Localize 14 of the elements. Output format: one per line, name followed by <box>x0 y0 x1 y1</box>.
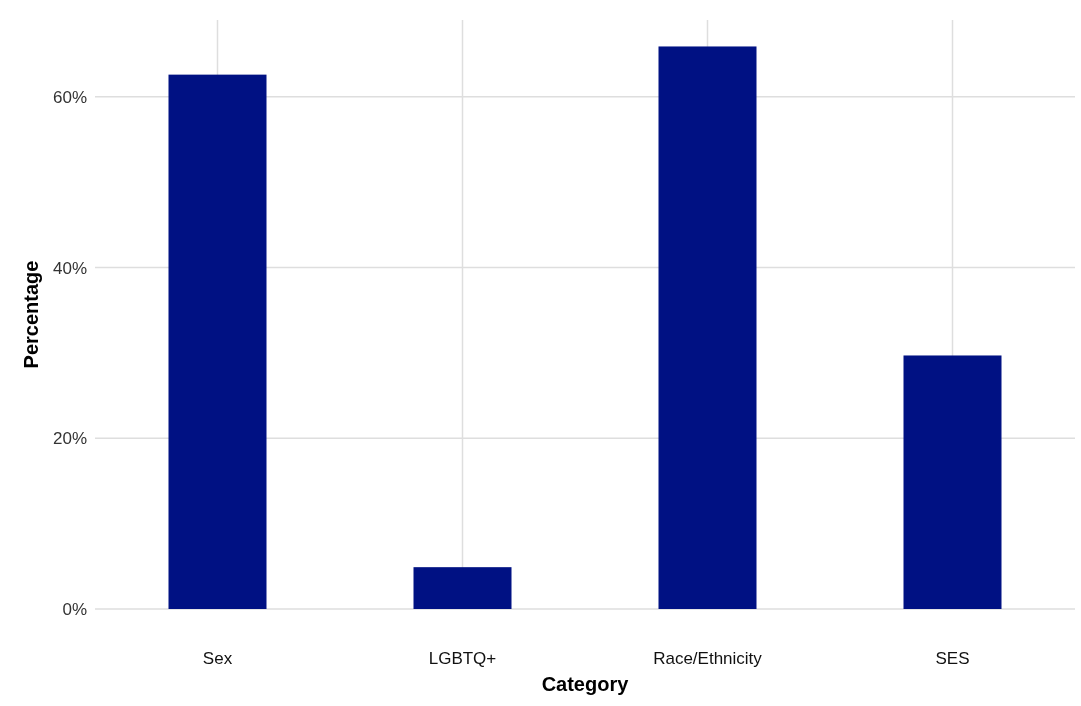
y-tick-label: 40% <box>52 258 87 278</box>
bar <box>168 74 267 609</box>
y-tick-label: 20% <box>52 429 87 449</box>
x-tick-label: Sex <box>202 649 233 668</box>
y-axis-title: Percentage <box>20 260 42 369</box>
x-tick-label: LGBTQ+ <box>428 649 497 668</box>
y-tick-label: 60% <box>52 87 87 107</box>
bar <box>413 567 512 609</box>
x-tick-label: SES <box>935 649 970 668</box>
bar <box>658 46 757 609</box>
x-tick-label: Race/Ethnicity <box>653 649 763 668</box>
y-tick-label: 0% <box>62 599 87 619</box>
bar <box>903 355 1002 609</box>
x-axis-title: Category <box>541 673 630 695</box>
